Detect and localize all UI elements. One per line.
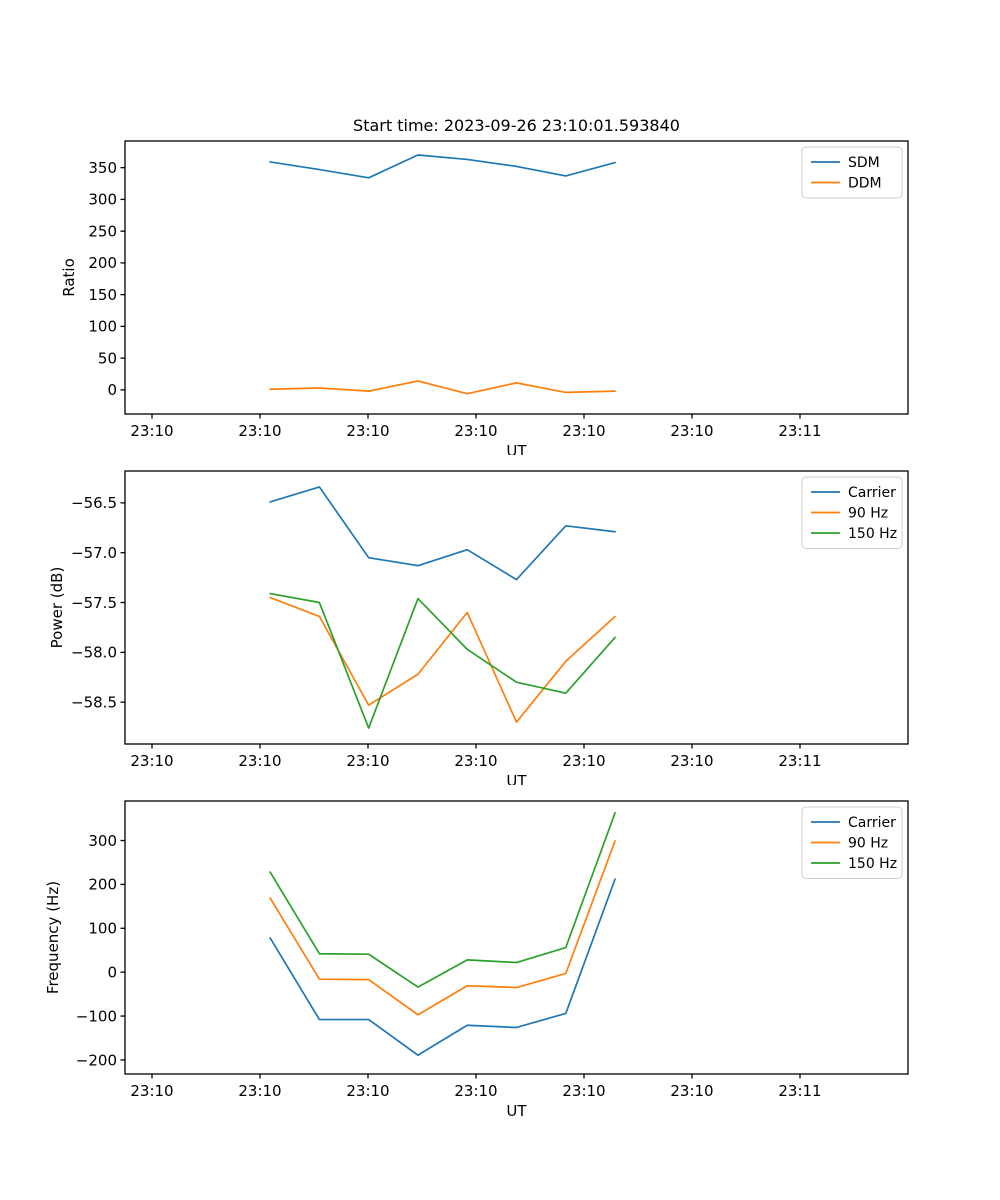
x-tick-label: 23:10 [346, 752, 389, 770]
legend-label-150-hz: 150 Hz [848, 526, 897, 542]
legend-label-90-hz: 90 Hz [848, 836, 888, 852]
chart-panel-frequency: −200 −100 0 100 200 300 23:10 23:10 23:10 23:10 23… [0, 785, 1000, 1200]
legend-label-sdm: SDM [848, 155, 880, 171]
chart-panel-power: −56.5 −57.0 −57.5 −58.0 −58.5 23:10 23:10 23:10… [0, 455, 1000, 785]
y-tick-label: 100 [88, 318, 117, 336]
plot-frame [124, 470, 909, 745]
x-tick-label: 23:10 [238, 422, 281, 440]
y-tick-label: −58.0 [71, 644, 117, 662]
series-line-ddm [269, 380, 616, 395]
panel-frequency-svg: −200 −100 0 100 200 300 23:10 23:10 23:10 23:10 23… [44, 800, 909, 1120]
x-axis-label: UT [506, 442, 527, 455]
series-line-150-hz [269, 592, 616, 729]
x-tick-label: 23:10 [670, 1082, 713, 1100]
y-tick-label: 300 [88, 832, 117, 850]
series-line-sdm [269, 154, 616, 179]
panel-power-svg: −56.5 −57.0 −57.5 −58.0 −58.5 23:10 23:10 23:10… [48, 470, 909, 785]
x-tick-label: 23:10 [238, 752, 281, 770]
x-tick-label: 23:11 [778, 1082, 821, 1100]
chart-panel-ratio: Start time: 2023-09-26 23:10:01.593840 0 5… [0, 0, 1000, 455]
y-tick-label: 200 [88, 254, 117, 272]
y-tick-label: 300 [88, 191, 117, 209]
legend-label-90-hz: 90 Hz [848, 506, 888, 522]
chart-title: Start time: 2023-09-26 23:10:01.593840 [353, 116, 680, 135]
x-tick-label: 23:10 [130, 422, 173, 440]
x-tick-label: 23:10 [130, 752, 173, 770]
y-tick-label: 150 [88, 286, 117, 304]
series-line-90-hz [269, 596, 616, 723]
x-tick-label: 23:10 [238, 1082, 281, 1100]
y-tick-label: 200 [88, 876, 117, 894]
x-tick-label: 23:11 [778, 752, 821, 770]
x-tick-label: 23:10 [562, 1082, 605, 1100]
y-tick-label: 0 [107, 963, 117, 981]
legend-label-carrier: Carrier [848, 485, 896, 501]
chart-legend: Carrier 90 Hz 150 Hz [801, 806, 903, 879]
x-tick-label: 23:11 [778, 422, 821, 440]
legend-background [801, 476, 903, 549]
y-tick-label: 100 [88, 920, 117, 938]
x-tick-label: 23:10 [454, 422, 497, 440]
plot-frame [124, 800, 909, 1075]
y-tick-label: −58.5 [71, 693, 117, 711]
series-line-150-hz [269, 812, 616, 988]
x-tick-label: 23:10 [346, 1082, 389, 1100]
chart-legend: Carrier 90 Hz 150 Hz [801, 476, 903, 549]
y-axis-label: Frequency (Hz) [44, 881, 62, 994]
legend-label-ddm: DDM [848, 176, 882, 192]
plot-frame [124, 140, 909, 415]
x-tick-label: 23:10 [346, 422, 389, 440]
y-tick-label: 50 [98, 349, 117, 367]
series-line-carrier [269, 486, 616, 581]
x-axis-label: UT [506, 772, 527, 785]
x-axis-label: UT [506, 1102, 527, 1120]
x-tick-label: 23:10 [670, 752, 713, 770]
x-tick-label: 23:10 [130, 1082, 173, 1100]
y-tick-label: −200 [76, 1051, 117, 1069]
series-line-90-hz [269, 840, 616, 1016]
y-tick-label: 350 [88, 159, 117, 177]
y-tick-label: 0 [107, 381, 117, 399]
x-tick-label: 23:10 [562, 422, 605, 440]
y-axis-label: Power (dB) [48, 567, 66, 649]
panel-ratio-svg: Start time: 2023-09-26 23:10:01.593840 0 5… [60, 116, 909, 455]
y-tick-label: −100 [76, 1007, 117, 1025]
legend-label-carrier: Carrier [848, 815, 896, 831]
chart-legend: SDM DDM [801, 146, 903, 199]
legend-label-150-hz: 150 Hz [848, 856, 897, 872]
legend-background [801, 146, 903, 199]
series-line-carrier [269, 878, 616, 1056]
x-tick-label: 23:10 [670, 422, 713, 440]
x-tick-label: 23:10 [454, 1082, 497, 1100]
y-tick-label: 250 [88, 222, 117, 240]
y-tick-label: −56.5 [71, 494, 117, 512]
y-tick-label: −57.0 [71, 544, 117, 562]
legend-background [801, 806, 903, 879]
y-tick-label: −57.5 [71, 594, 117, 612]
x-tick-label: 23:10 [454, 752, 497, 770]
y-axis-label: Ratio [60, 258, 78, 297]
x-tick-label: 23:10 [562, 752, 605, 770]
